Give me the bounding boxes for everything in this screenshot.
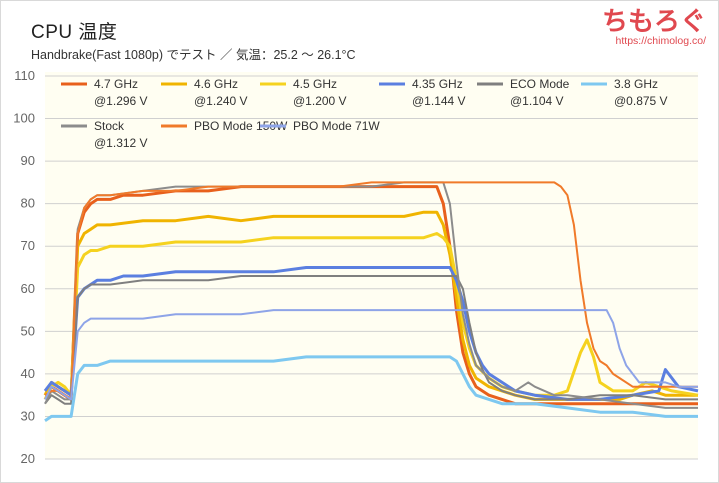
y-tick-label: 90 [21,153,35,168]
plot-area [45,72,698,459]
series-line [43,210,698,401]
legend-sublabel: @1.240 V [194,94,248,108]
legend-sublabel: @1.200 V [293,94,347,108]
legend-label: PBO Mode 150W [194,119,288,133]
y-tick-label: 40 [21,366,35,381]
legend-label: 4.7 GHz [94,77,138,91]
brand-name: ちもろぐ [601,7,706,37]
y-tick-label: 30 [21,408,35,423]
legend-sublabel: @1.312 V [94,136,148,150]
chart-subtitle: Handbrake(Fast 1080p) でテスト ／ 気温：25.2 〜 2… [31,48,356,62]
legend-sublabel: @1.104 V [510,94,564,108]
legend-label: 4.6 GHz [194,77,238,91]
y-tick-label: 80 [21,196,35,211]
y-tick-label: 100 [13,111,35,126]
brand-logo: ちもろぐ https://chimolog.co/ [602,7,706,47]
series-line [44,355,698,422]
legend-label: PBO Mode 71W [293,119,380,133]
legend-sublabel: @1.296 V [94,94,148,108]
legend-label: 4.5 GHz [293,77,337,91]
legend-label: 4.35 GHz [412,77,463,91]
y-tick-label: 70 [21,238,35,253]
series-line [44,185,698,406]
legend-sublabel: @1.144 V [412,94,466,108]
y-tick-label: 20 [21,451,35,466]
series-line [43,232,699,401]
series-line [44,181,698,401]
legend-label: Stock [94,119,125,133]
y-tick-label: 60 [21,281,35,296]
legend-label: 3.8 GHz [614,77,658,91]
legend-label: ECO Mode [510,77,570,91]
chart-title: CPU 温度 [31,22,118,43]
y-tick-label: 110 [14,68,35,83]
series-line [44,309,698,401]
series-line [44,275,698,405]
brand-url: https://chimolog.co/ [615,35,706,47]
y-tick-label: 50 [21,323,35,338]
legend-sublabel: @0.875 V [614,94,668,108]
